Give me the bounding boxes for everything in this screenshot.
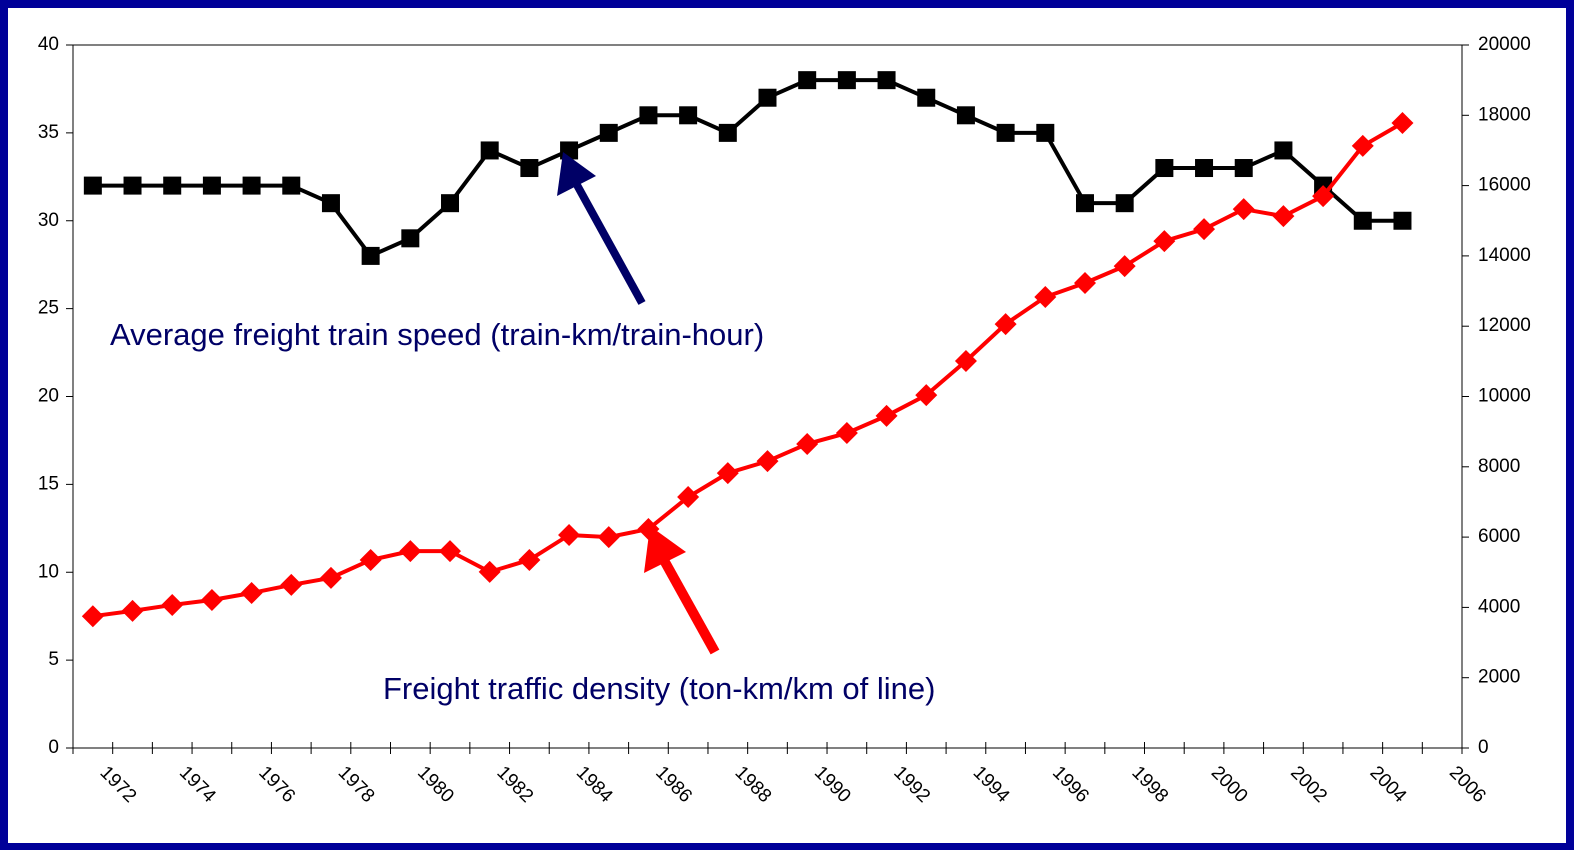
marker (954, 349, 977, 372)
marker (520, 159, 539, 178)
marker (875, 404, 898, 427)
marker (319, 566, 342, 589)
y-tick-label: 25 (38, 298, 59, 319)
marker (1073, 271, 1096, 294)
y2-tick-label: 2000 (1478, 667, 1520, 688)
marker (321, 194, 340, 213)
series-label: Average freight train speed (train-km/tr… (110, 317, 764, 352)
y-tick-label: 20 (38, 386, 59, 407)
marker (1393, 211, 1412, 230)
arrow-shaft (573, 183, 646, 305)
marker (1193, 218, 1216, 241)
marker (994, 313, 1017, 336)
marker (399, 540, 422, 563)
y-tick-label: 15 (38, 473, 59, 494)
y2-tick-label: 8000 (1478, 456, 1520, 477)
y-tick-label: 0 (48, 737, 59, 758)
marker (1312, 185, 1335, 208)
marker (835, 422, 858, 445)
y2-tick-label: 14000 (1478, 245, 1531, 266)
marker (915, 384, 938, 407)
marker (123, 176, 142, 195)
marker (83, 176, 102, 195)
marker (1115, 194, 1134, 213)
marker (282, 176, 301, 195)
marker (558, 523, 581, 546)
y-tick-label: 10 (38, 561, 59, 582)
marker (163, 176, 182, 195)
arrow-head (557, 152, 596, 196)
marker (81, 605, 104, 628)
marker (401, 229, 420, 248)
panel (8, 8, 1566, 843)
marker (121, 599, 144, 622)
marker (996, 123, 1015, 142)
marker (917, 88, 936, 107)
y2-tick-label: 12000 (1478, 315, 1531, 336)
marker (202, 176, 221, 195)
y2-tick-label: 6000 (1478, 526, 1520, 547)
marker (518, 548, 541, 571)
marker (798, 71, 817, 90)
marker (1274, 141, 1293, 160)
y2-tick-label: 10000 (1478, 386, 1531, 407)
marker (359, 548, 382, 571)
marker (1391, 112, 1414, 135)
marker (1353, 211, 1372, 230)
series-label: Freight traffic density (ton-km/km of li… (383, 671, 935, 706)
y-tick-label: 5 (48, 649, 59, 670)
y2-tick-label: 16000 (1478, 175, 1531, 196)
y2-tick-label: 4000 (1478, 596, 1520, 617)
arrow-shaft (660, 559, 720, 655)
marker (1195, 159, 1214, 178)
marker (1232, 198, 1255, 221)
marker (242, 176, 261, 195)
marker (1272, 205, 1295, 228)
marker (478, 560, 501, 583)
y2-tick-label: 20000 (1478, 34, 1531, 55)
y2-tick-label: 18000 (1478, 104, 1531, 125)
marker (240, 581, 263, 604)
marker (758, 88, 777, 107)
marker (200, 589, 223, 612)
marker (1234, 159, 1253, 178)
marker (956, 106, 975, 125)
arrow-head (644, 526, 686, 573)
marker (716, 462, 739, 485)
marker (1034, 286, 1057, 309)
marker (718, 123, 737, 142)
marker (597, 526, 620, 549)
marker (361, 246, 380, 265)
marker (639, 106, 658, 125)
y-tick-label: 40 (38, 34, 59, 55)
series-line (92, 78, 1403, 259)
marker (756, 450, 779, 473)
y-tick-label: 30 (38, 210, 59, 231)
marker (1155, 159, 1174, 178)
marker (837, 71, 856, 90)
series-line (92, 121, 1404, 619)
y2-tick-label: 0 (1478, 737, 1489, 758)
marker (480, 141, 499, 160)
marker (280, 573, 303, 596)
marker (441, 194, 460, 213)
marker (877, 71, 896, 90)
marker (439, 540, 462, 563)
marker (161, 593, 184, 616)
marker (1036, 123, 1055, 142)
marker (599, 123, 618, 142)
marker (677, 486, 700, 509)
marker (1153, 230, 1176, 253)
marker (1113, 255, 1136, 278)
y-tick-label: 35 (38, 122, 59, 143)
marker (796, 432, 819, 455)
marker (1351, 134, 1374, 157)
marker (679, 106, 698, 125)
marker (1075, 194, 1094, 213)
